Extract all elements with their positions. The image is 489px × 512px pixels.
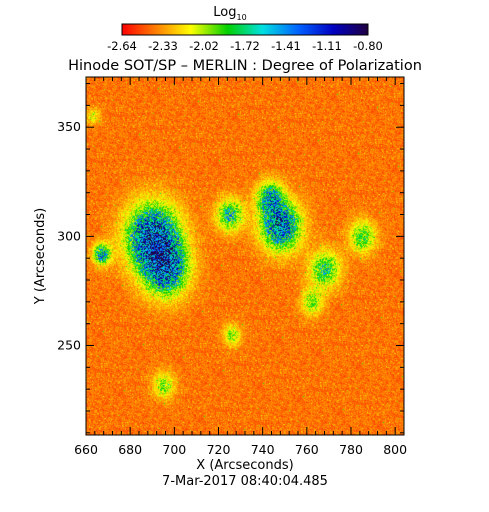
x-tick-label: 720 bbox=[207, 442, 231, 457]
y-axis-label: Y (Arcseconds) bbox=[33, 208, 48, 305]
y-tick-label: 300 bbox=[57, 228, 81, 243]
heatmap-image bbox=[86, 77, 404, 435]
colorbar-tick-label: -2.02 bbox=[189, 39, 219, 53]
x-tick-label: 700 bbox=[162, 442, 186, 457]
colorbar-tick-label: -1.72 bbox=[230, 39, 260, 53]
colorbar-tick-label: -0.80 bbox=[353, 39, 383, 53]
colorbar-ticks: -2.64 -2.33 -2.02 -1.72 -1.41 -1.11 -0.80 bbox=[107, 39, 383, 53]
colorbar-label: Log10 bbox=[213, 5, 246, 22]
x-tick-label: 760 bbox=[295, 442, 319, 457]
x-axis-label: X (Arcseconds) bbox=[196, 458, 293, 473]
y-axis-ticks: 250 300 350 bbox=[57, 83, 404, 434]
timestamp: 7-Mar-2017 08:40:04.485 bbox=[162, 474, 328, 489]
colorbar-tick-label: -1.41 bbox=[271, 39, 301, 53]
colorbar-tick-label: -1.11 bbox=[312, 39, 342, 53]
x-tick-label: 800 bbox=[383, 442, 407, 457]
x-axis-ticks: 660 680 700 720 740 760 780 800 bbox=[74, 77, 407, 457]
y-tick-label: 250 bbox=[57, 338, 81, 353]
colorbar-tick-label: -2.64 bbox=[107, 39, 137, 53]
colorbar bbox=[121, 23, 369, 36]
colorbar-tick-label: -2.33 bbox=[148, 39, 178, 53]
chart-title: Hinode SOT/SP – MERLIN : Degree of Polar… bbox=[68, 58, 422, 74]
x-tick-label: 740 bbox=[251, 442, 275, 457]
x-tick-label: 780 bbox=[339, 442, 363, 457]
y-tick-label: 350 bbox=[57, 119, 81, 134]
x-tick-label: 680 bbox=[118, 442, 142, 457]
x-tick-label: 660 bbox=[74, 442, 98, 457]
